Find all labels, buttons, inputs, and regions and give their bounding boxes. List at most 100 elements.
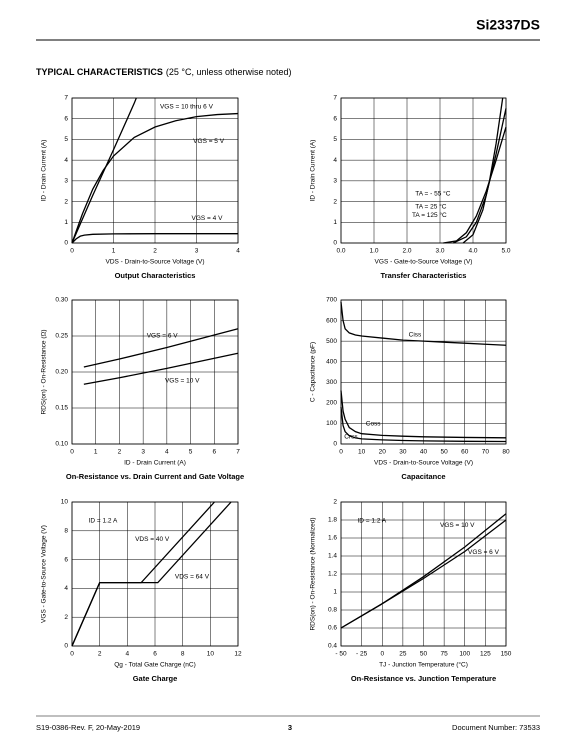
- y-tick-label: 0.20: [55, 369, 68, 376]
- y-tick-label: 1.2: [328, 571, 337, 578]
- plot-frame: [71, 501, 239, 647]
- chart-title: Output Characteristics: [115, 271, 196, 280]
- x-tick-label: 0: [70, 449, 74, 456]
- series-label: Coss: [366, 421, 382, 428]
- y-tick-label: 6: [64, 556, 68, 563]
- x-tick-label: 3: [141, 449, 145, 456]
- y-tick-label: 6: [64, 115, 68, 122]
- y-axis-label: RDS(on) - On-Resistance (Ω): [41, 329, 48, 414]
- series-label: VGS = 4 V: [192, 215, 224, 222]
- y-tick-label: 4: [64, 157, 68, 164]
- y-tick-label: 0.10: [55, 441, 68, 448]
- series-label: VGS = 6 V: [468, 549, 500, 556]
- curve: [71, 233, 238, 244]
- x-tick-label: - 25: [356, 651, 368, 658]
- y-tick-label: 3: [333, 178, 337, 185]
- chart: - 50 - 25 0 25 50 75 100 125 150 0.4 0.6 0.8 1 1.2 1.4…: [310, 499, 512, 683]
- y-tick-label: 1.6: [328, 535, 337, 542]
- y-tick-label: 1.8: [328, 517, 337, 524]
- plot-frame: [340, 501, 507, 647]
- footer-right: Document Number: 73533: [452, 723, 540, 732]
- y-tick-label: 0.25: [55, 333, 68, 340]
- y-tick-label: 0: [64, 240, 68, 247]
- x-tick-label: 4: [236, 248, 240, 255]
- x-axis-label: VGS - Gate-to-Source Voltage (V): [375, 259, 473, 266]
- x-tick-label: 40: [420, 449, 428, 456]
- x-tick-label: 60: [461, 449, 469, 456]
- curve: [340, 519, 507, 629]
- x-tick-label: 4.0: [468, 248, 477, 255]
- y-tick-label: 0: [64, 643, 68, 650]
- curve: [340, 390, 507, 439]
- y-tick-label: 1: [333, 589, 337, 596]
- y-tick-label: 4: [64, 585, 68, 592]
- curve: [462, 97, 504, 244]
- x-tick-label: 4: [126, 651, 130, 658]
- y-axis-label: ID - Drain Current (A): [310, 140, 317, 202]
- x-tick-label: 1.0: [369, 248, 378, 255]
- x-tick-label: 0: [339, 449, 343, 456]
- curve: [443, 126, 507, 244]
- x-tick-label: 5: [189, 449, 193, 456]
- x-tick-label: 2: [153, 248, 157, 255]
- x-tick-label: 10: [207, 651, 215, 658]
- x-axis-label: VDS - Drain-to-Source Voltage (V): [106, 259, 205, 266]
- y-tick-label: 2: [333, 198, 337, 205]
- x-axis-label: TJ - Junction Temperature (°C): [379, 661, 468, 669]
- series-label: TA = 125 °C: [412, 211, 447, 219]
- y-axis-label: C - Capacitance (pF): [310, 342, 317, 402]
- x-tick-label: 70: [482, 449, 490, 456]
- curve: [340, 406, 507, 443]
- y-tick-label: 5: [333, 136, 337, 143]
- x-tick-label: 0: [70, 651, 74, 658]
- curve: [71, 501, 232, 647]
- x-tick-label: - 50: [335, 651, 347, 658]
- curve: [83, 328, 239, 368]
- series-label: TA = - 55 °C: [415, 189, 450, 197]
- x-axis-label: ID - Drain Current (A): [124, 460, 186, 467]
- x-tick-label: 6: [153, 651, 157, 658]
- y-tick-label: 0: [333, 240, 337, 247]
- y-tick-label: 0.4: [328, 643, 337, 650]
- series-label: VGS = 6 V: [147, 333, 179, 340]
- x-tick-label: 20: [379, 449, 387, 456]
- curve: [71, 112, 239, 244]
- y-tick-label: 300: [326, 379, 337, 386]
- x-tick-label: 1: [112, 248, 116, 255]
- chart-title: Gate Charge: [133, 674, 178, 683]
- x-tick-label: 125: [480, 651, 491, 658]
- y-tick-label: 0.30: [55, 297, 68, 304]
- annotation: ID = 1.2 A: [358, 517, 387, 524]
- x-tick-label: 80: [502, 449, 510, 456]
- y-tick-label: 200: [326, 400, 337, 407]
- section-note: (25 °C, unless otherwise noted): [166, 67, 292, 77]
- plot-frame: [71, 299, 239, 445]
- part-number: Si2337DS: [476, 17, 540, 33]
- chart: 0 1 2 3 4 0 1 2 3 4 5 6 7 VGS = 10 thru 6 V VGS = 5 V V…: [41, 95, 240, 280]
- x-tick-label: 7: [236, 449, 240, 456]
- y-tick-label: 2: [333, 499, 337, 506]
- plot-frame: [340, 299, 507, 445]
- series-label: VDS = 64 V: [175, 574, 210, 581]
- y-tick-label: 6: [333, 115, 337, 122]
- section-title: TYPICAL CHARACTERISTICS: [36, 67, 163, 77]
- chart-title: Transfer Characteristics: [381, 271, 467, 280]
- curve: [71, 97, 137, 244]
- y-tick-label: 8: [64, 528, 68, 535]
- series-label: TA = 25 °C: [415, 202, 447, 210]
- x-tick-label: 2: [118, 449, 122, 456]
- y-tick-label: 500: [326, 338, 337, 345]
- series-label: VDS = 40 V: [135, 536, 170, 543]
- chart-title: On-Resistance vs. Junction Temperature: [351, 674, 496, 683]
- x-tick-label: 6: [212, 449, 216, 456]
- y-tick-label: 400: [326, 358, 337, 365]
- x-tick-label: 10: [358, 449, 366, 456]
- x-tick-label: 3.0: [435, 248, 444, 255]
- x-tick-label: 3: [195, 248, 199, 255]
- chart: 0 1 2 3 4 5 6 7 0.10 0.15 0.20 0.25 0.30 VGS = 6 V VGS…: [41, 297, 244, 481]
- y-tick-label: 2: [64, 614, 68, 621]
- y-tick-label: 0.15: [55, 405, 68, 412]
- curve: [452, 108, 507, 244]
- y-tick-label: 0.8: [328, 607, 337, 614]
